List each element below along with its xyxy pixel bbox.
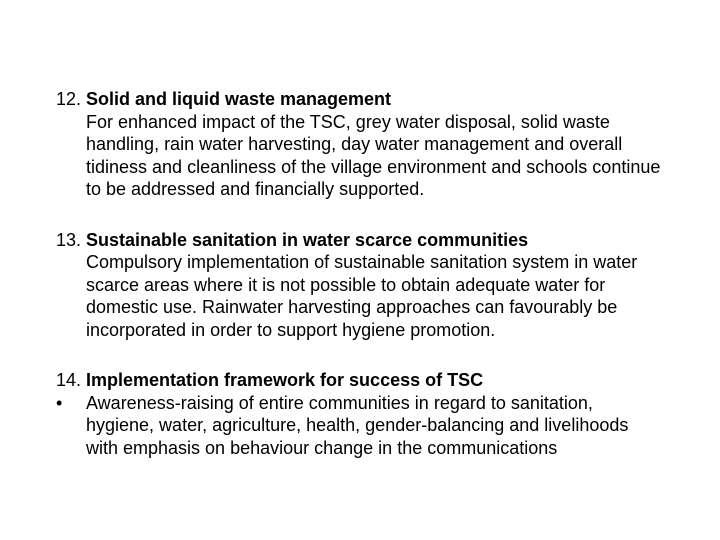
section-body: Compulsory implementation of sustainable…: [56, 251, 664, 341]
section-title: Sustainable sanitation in water scarce c…: [86, 229, 528, 252]
section-title: Solid and liquid waste management: [86, 88, 391, 111]
document-page: 12. Solid and liquid waste management Fo…: [0, 0, 720, 459]
bullet-text: Awareness-raising of entire communities …: [86, 392, 664, 460]
section-heading: 14. Implementation framework for success…: [56, 369, 664, 392]
section-14: 14. Implementation framework for success…: [56, 369, 664, 459]
section-number: 14.: [56, 369, 86, 392]
section-13: 13. Sustainable sanitation in water scar…: [56, 229, 664, 342]
section-heading: 12. Solid and liquid waste management: [56, 88, 664, 111]
bullet-marker: •: [56, 392, 86, 415]
section-body: For enhanced impact of the TSC, grey wat…: [56, 111, 664, 201]
section-number: 12.: [56, 88, 86, 111]
section-12: 12. Solid and liquid waste management Fo…: [56, 88, 664, 201]
section-number: 13.: [56, 229, 86, 252]
section-title: Implementation framework for success of …: [86, 369, 483, 392]
section-heading: 13. Sustainable sanitation in water scar…: [56, 229, 664, 252]
bullet-item: • Awareness-raising of entire communitie…: [56, 392, 664, 460]
